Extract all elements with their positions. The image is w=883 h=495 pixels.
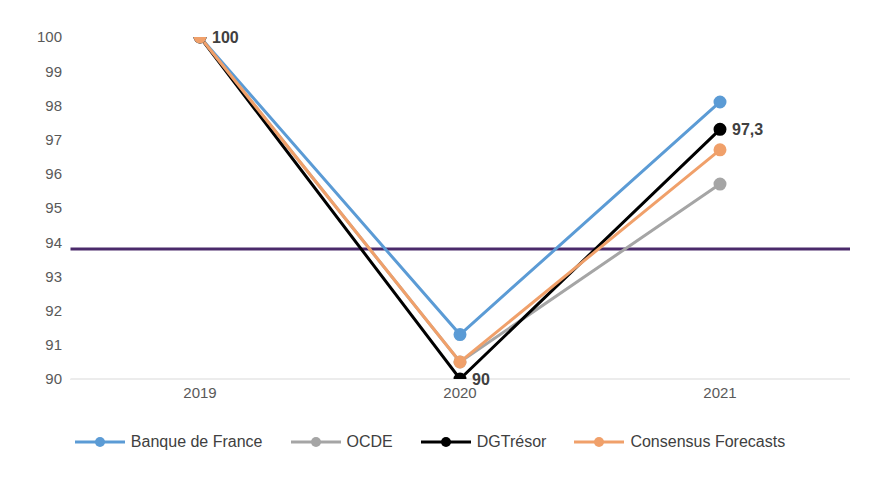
svg-text:94: 94 — [45, 234, 62, 251]
svg-text:99: 99 — [45, 63, 62, 80]
svg-text:97,3: 97,3 — [732, 121, 763, 138]
svg-text:96: 96 — [45, 165, 62, 182]
svg-text:92: 92 — [45, 302, 62, 319]
svg-text:95: 95 — [45, 199, 62, 216]
svg-text:97: 97 — [45, 131, 62, 148]
svg-text:90: 90 — [472, 371, 490, 388]
svg-text:100: 100 — [37, 28, 62, 45]
html-text:Consensus Forecasts: Consensus Forecasts — [630, 433, 786, 450]
svg-text:98: 98 — [45, 97, 62, 114]
html-text:DGTrésor: DGTrésor — [476, 433, 547, 450]
svg-text:91: 91 — [45, 336, 62, 353]
svg-text:90: 90 — [45, 370, 62, 387]
svg-text:2020: 2020 — [443, 383, 477, 401]
svg-text:100: 100 — [212, 29, 239, 46]
svg-text:2021: 2021 — [703, 384, 736, 401]
svg-text:93: 93 — [45, 268, 62, 285]
html-text:Banque de France: Banque de France — [130, 433, 263, 450]
svg-text:2019: 2019 — [183, 384, 216, 401]
html-text:OCDE: OCDE — [346, 433, 393, 450]
